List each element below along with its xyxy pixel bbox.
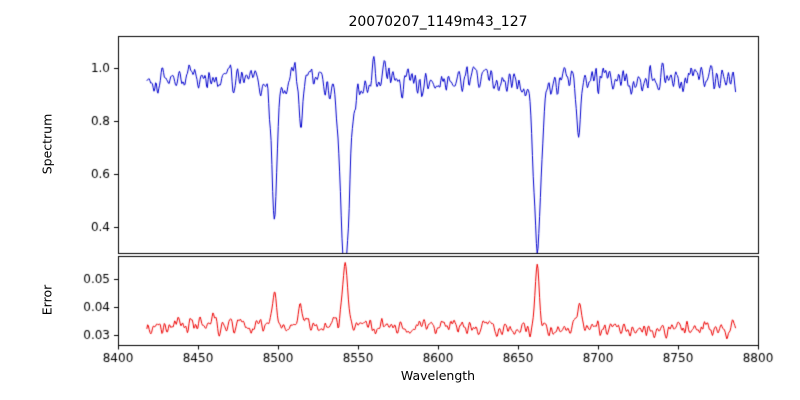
- y-axis-label-error: Error: [39, 284, 55, 316]
- x-axis-label-wavelength: Wavelength: [400, 368, 476, 383]
- plot-title: 20070207_1149m43_127: [348, 14, 528, 30]
- y-axis-label-spectrum: Spectrum: [39, 113, 55, 175]
